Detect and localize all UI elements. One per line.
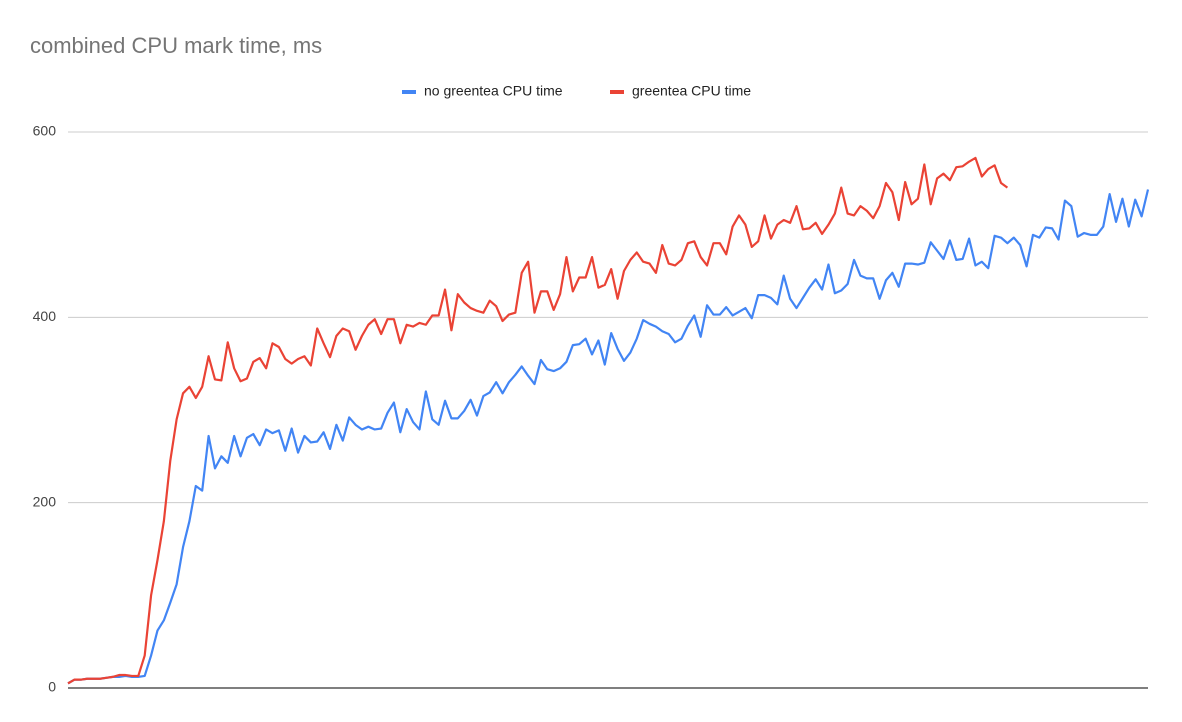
legend-label: greentea CPU time (632, 83, 751, 99)
series-line (67, 189, 1150, 685)
legend-label: no greentea CPU time (424, 83, 563, 99)
chart-title: combined CPU mark time, ms (30, 33, 322, 58)
y-tick-label: 0 (48, 679, 56, 695)
y-tick-label: 400 (33, 308, 57, 324)
series-line (67, 156, 1009, 685)
y-tick-label: 600 (33, 123, 57, 139)
y-tick-label: 200 (33, 493, 57, 509)
